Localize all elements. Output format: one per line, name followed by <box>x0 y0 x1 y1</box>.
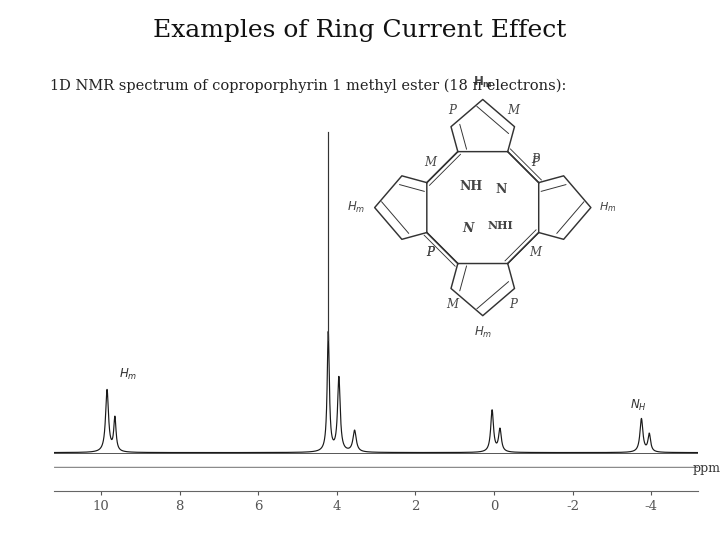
Text: P: P <box>449 104 456 117</box>
Text: P: P <box>427 246 435 259</box>
Text: M: M <box>425 156 436 169</box>
Text: M: M <box>446 298 459 311</box>
Text: P: P <box>531 156 539 169</box>
Text: ppm: ppm <box>693 462 720 475</box>
Text: $H_m$: $H_m$ <box>346 200 365 215</box>
Text: $\mathbf{H_m}$: $\mathbf{H_m}$ <box>473 75 492 90</box>
Text: M: M <box>507 104 519 117</box>
Text: NHI: NHI <box>488 220 514 231</box>
Text: N: N <box>462 222 473 235</box>
Text: $H_m$: $H_m$ <box>599 201 616 214</box>
Text: $N_H$: $N_H$ <box>629 397 647 413</box>
Text: M: M <box>529 246 541 259</box>
Text: P: P <box>427 246 435 259</box>
Text: $H_m$: $H_m$ <box>119 367 137 382</box>
Text: P: P <box>509 298 517 311</box>
Text: 1D NMR spectrum of coproporphyrin 1 methyl ester (18 π electrons):: 1D NMR spectrum of coproporphyrin 1 meth… <box>50 78 567 93</box>
Text: $H_m$: $H_m$ <box>474 325 492 340</box>
Text: NH: NH <box>459 180 482 193</box>
Text: P: P <box>531 153 539 166</box>
Text: Examples of Ring Current Effect: Examples of Ring Current Effect <box>153 19 567 42</box>
Text: N: N <box>495 183 507 196</box>
